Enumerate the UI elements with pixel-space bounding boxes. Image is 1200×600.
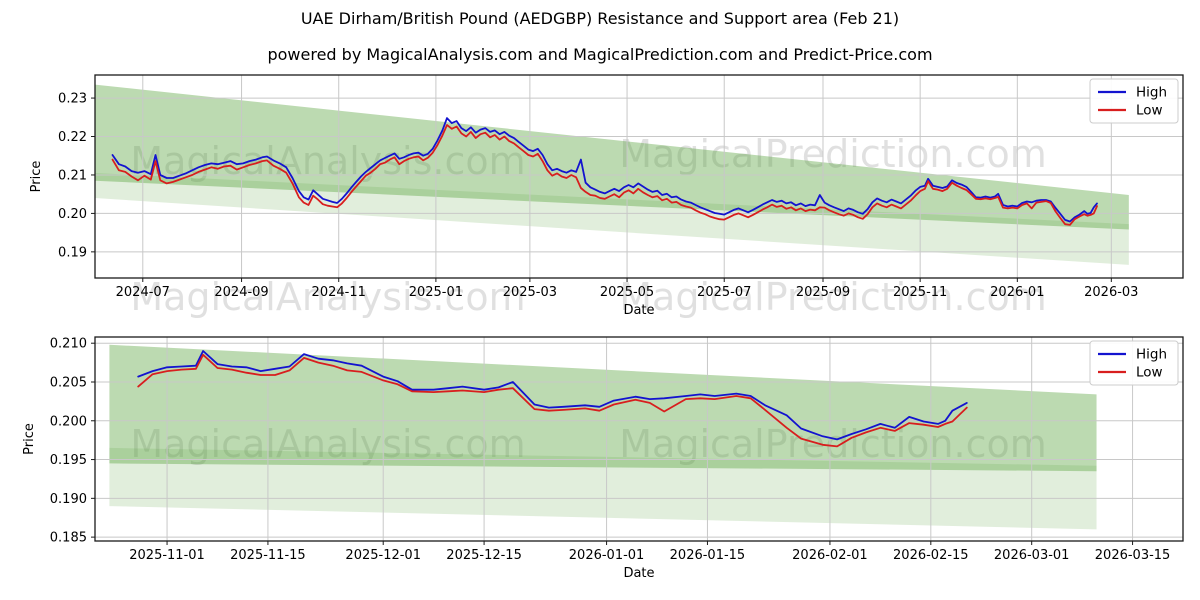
y-tick-label: 0.205	[50, 375, 87, 390]
x-tick-label: 2026-01-15	[670, 548, 746, 563]
x-tick-label: 2026-03-01	[994, 548, 1070, 563]
legend-box	[1089, 78, 1179, 124]
low-line	[137, 353, 968, 448]
x-tick-label: 2025-09	[796, 285, 850, 300]
y-tick-label: 0.195	[50, 453, 87, 468]
axes-frame	[94, 336, 1184, 542]
y-tick-label: 0.20	[58, 207, 87, 222]
support-band	[95, 173, 1129, 265]
y-tick-label: 0.21	[58, 168, 87, 183]
x-tick-label: 2024-11	[312, 285, 366, 300]
y-tick-label: 0.200	[50, 414, 87, 429]
y-tick-label: 0.185	[50, 531, 87, 546]
legend-box	[1089, 340, 1179, 386]
resistance-band	[109, 344, 1097, 472]
x-tick-label: 2026-01	[990, 285, 1044, 300]
x-tick-label: 2024-09	[214, 285, 268, 300]
x-axis-label: Date	[623, 566, 654, 581]
x-tick-label: 2024-07	[116, 285, 170, 300]
high-line	[137, 350, 968, 441]
y-tick-label: 0.210	[50, 337, 87, 352]
x-tick-label: 2025-05	[600, 285, 654, 300]
y-tick-label: 0.19	[58, 245, 87, 260]
x-tick-label: 2026-03-15	[1095, 548, 1171, 563]
axes-frame	[94, 74, 1184, 279]
high-line	[111, 117, 1098, 223]
legend-low-label: Low	[1136, 103, 1163, 119]
support-band	[109, 447, 1097, 530]
x-tick-label: 2025-12-15	[446, 548, 522, 563]
x-tick-label: 2025-01	[409, 285, 463, 300]
legend-high-label: High	[1136, 347, 1167, 363]
y-tick-label: 0.22	[58, 130, 87, 145]
x-tick-label: 2025-07	[697, 285, 751, 300]
x-tick-label: 2025-12-01	[345, 548, 421, 563]
x-tick-label: 2025-11-15	[230, 548, 306, 563]
figure-subtitle: powered by MagicalAnalysis.com and Magic…	[267, 45, 933, 64]
x-tick-label: 2025-11	[893, 285, 947, 300]
y-axis-label: Price	[22, 423, 37, 455]
y-axis-label: Price	[29, 161, 44, 193]
x-tick-label: 2026-02-01	[792, 548, 868, 563]
y-tick-label: 0.23	[58, 92, 87, 107]
y-tick-label: 0.190	[50, 492, 87, 507]
x-tick-label: 2025-11-01	[129, 548, 205, 563]
x-tick-label: 2025-03	[503, 285, 557, 300]
x-tick-label: 2026-01-01	[569, 548, 645, 563]
legend-low-label: Low	[1136, 365, 1163, 381]
legend-high-label: High	[1136, 85, 1167, 101]
figure-title: UAE Dirham/British Pound (AEDGBP) Resist…	[300, 9, 900, 28]
low-line	[111, 124, 1098, 226]
x-axis-label: Date	[623, 303, 654, 318]
x-tick-label: 2026-03	[1084, 285, 1138, 300]
resistance-band	[95, 84, 1129, 230]
x-tick-label: 2026-02-15	[893, 548, 969, 563]
